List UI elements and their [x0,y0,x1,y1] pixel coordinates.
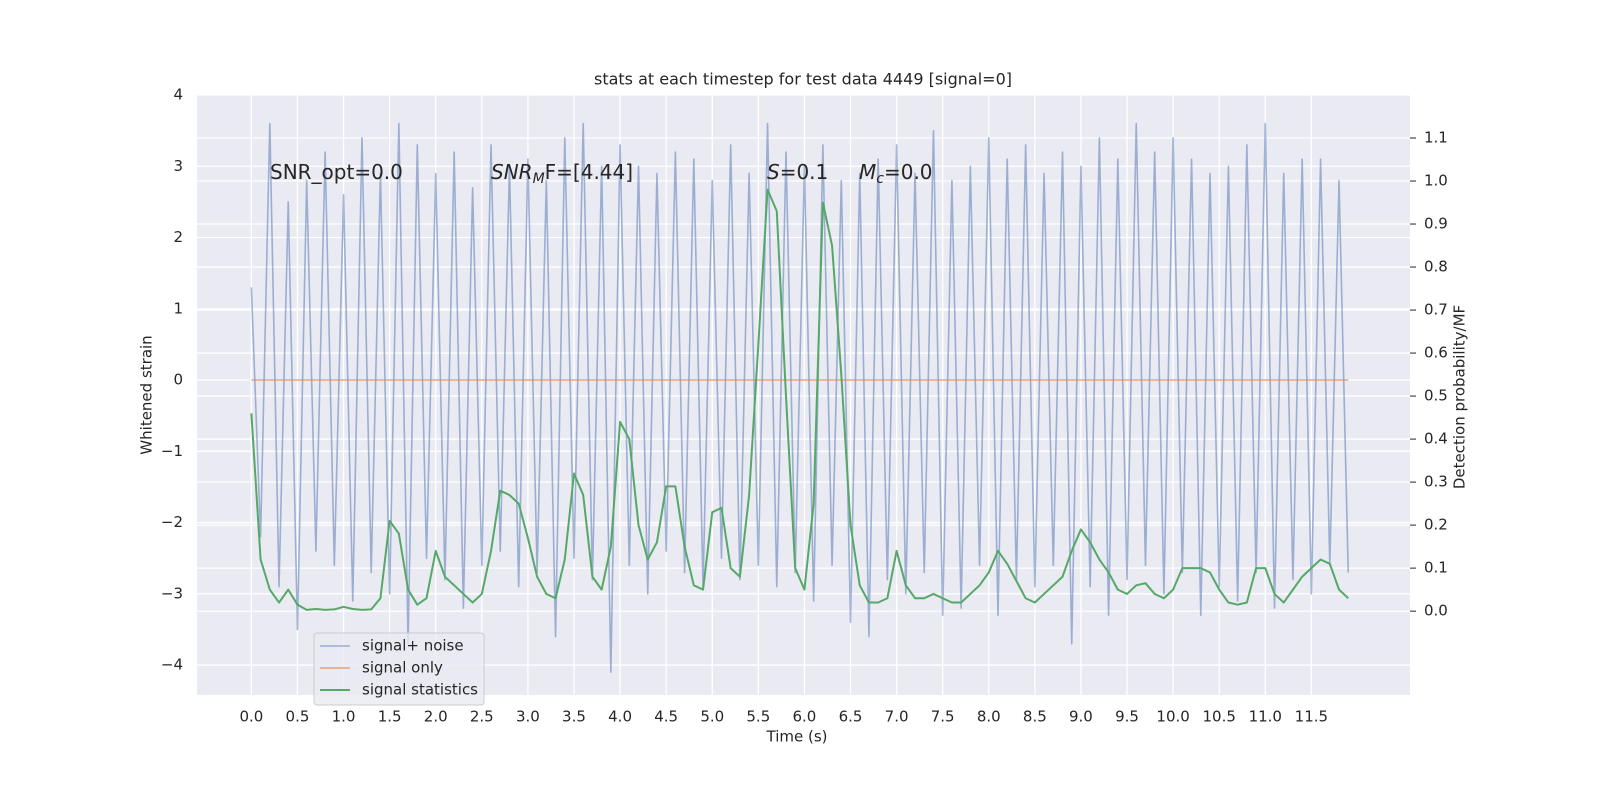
y2-tick-label: 0.9 [1424,215,1448,233]
y-tick-label: 0 [173,371,183,389]
legend-label: signal statistics [362,681,478,699]
y-tick-label: 1 [173,299,183,317]
y2-tick-label: 0.7 [1424,301,1448,319]
x-tick-label: 2.0 [424,708,448,726]
annotation-text: SNR [491,160,533,184]
x-tick-label: 7.5 [931,708,955,726]
y-tick-label: −1 [161,442,183,460]
y2-tick-label: 0.8 [1424,258,1448,276]
legend-label: signal+ noise [362,637,464,655]
x-tick-label: 8.5 [1023,708,1047,726]
y2-tick-label: 0.6 [1424,344,1448,362]
annotation: S=0.1 [767,160,828,184]
x-tick-label: 0.5 [286,708,310,726]
y-tick-label: 3 [173,157,183,175]
annotation-text: SNR_opt=0.0 [270,160,403,184]
y-axis-label: Whitened strain [138,335,156,454]
x-tick-label: 3.5 [562,708,586,726]
x-tick-label: 5.5 [746,708,770,726]
annotation-text: M [859,160,876,184]
annotation: Mc=0.0 [859,160,933,188]
y2-tick-label: 0.1 [1424,559,1448,577]
x-axis-label: Time (s) [766,728,828,746]
x-tick-label: 4.5 [654,708,678,726]
x-tick-label: 1.0 [332,708,356,726]
annotation-tail: F=[4.44] [545,160,633,184]
y-tick-label: 4 [173,86,183,104]
x-tick-label: 10.0 [1156,708,1189,726]
y2-tick-label: 0.2 [1424,516,1448,534]
x-tick-label: 9.0 [1069,708,1093,726]
series-line [250,188,1349,611]
legend-label: signal only [362,659,443,677]
x-tick-label: 8.0 [977,708,1001,726]
y2-tick-label: 0.4 [1424,430,1448,448]
x-tick-label: 5.0 [700,708,724,726]
x-tick-label: 1.5 [378,708,402,726]
y2-tick-label: 1.0 [1424,172,1448,190]
y-tick-label: −4 [161,656,183,674]
x-tick-label: 7.0 [885,708,909,726]
annotation-subscript: c [876,171,884,187]
x-tick-label: 11.0 [1249,708,1282,726]
annotation-tail: =0.0 [884,160,933,184]
y2-tick-label: 0.3 [1424,473,1448,491]
y-tick-label: −2 [161,513,183,531]
annotation: SNR_opt=0.0 [270,160,403,184]
annotation-text: S [767,160,780,184]
y2-tick-label: 0.0 [1424,602,1448,620]
x-tick-label: 6.5 [839,708,863,726]
y-tick-label: −3 [161,584,183,602]
legend-box [313,632,485,706]
x-tick-label: 10.5 [1202,708,1235,726]
marks [250,122,1350,673]
series-line [250,122,1350,673]
y2-tick-label: 0.5 [1424,387,1448,405]
annotation: SNRMF=[4.44] [491,160,633,188]
x-tick-label: 4.0 [608,708,632,726]
x-tick-label: 9.5 [1115,708,1139,726]
y2-tick-label: 1.1 [1424,129,1448,147]
annotation-subscript: M [533,171,545,187]
y2-axis-label: Detection probability/MF [1451,305,1469,489]
annotation-tail: =0.1 [780,160,829,184]
chart-title: stats at each timestep for test data 444… [594,70,1012,89]
x-tick-label: 6.0 [792,708,816,726]
x-tick-label: 2.5 [470,708,494,726]
x-tick-label: 11.5 [1295,708,1328,726]
x-tick-label: 0.0 [239,708,263,726]
x-tick-label: 3.0 [516,708,540,726]
y-tick-label: 2 [173,228,183,246]
